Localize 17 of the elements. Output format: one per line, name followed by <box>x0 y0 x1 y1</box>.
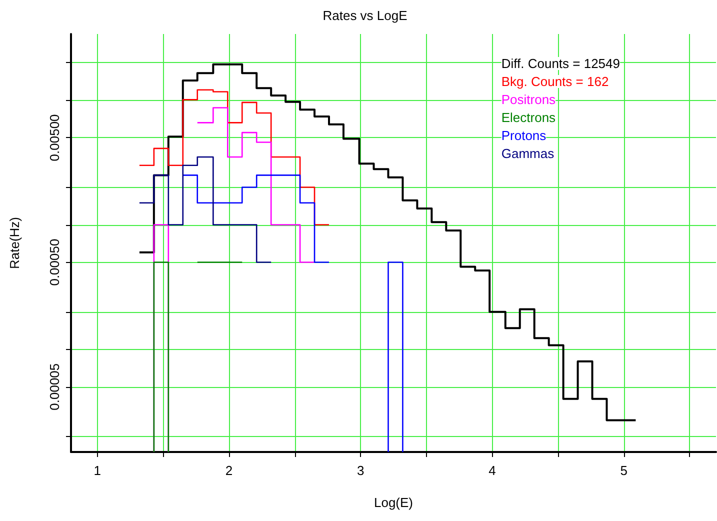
y-axis-title: Rate(Hz) <box>7 216 22 270</box>
text: Diff. Counts = 12549 <box>501 56 620 71</box>
y-tick-label: 0.00005 <box>47 363 62 410</box>
x-tick-label: 5 <box>620 463 628 478</box>
x-axis-title: Log(E) <box>374 495 414 510</box>
text: Bkg. Counts = 162 <box>501 74 609 89</box>
text: Electrons <box>501 110 556 125</box>
text: Gammas <box>501 146 555 161</box>
text: Positrons <box>501 92 556 107</box>
x-tick-label: 3 <box>356 463 364 478</box>
x-tick-label: 4 <box>488 463 496 478</box>
y-tick-label: 0.00050 <box>47 238 62 286</box>
y-tick-label: 0.00500 <box>47 114 62 162</box>
chart-title: Rates vs LogE <box>322 8 408 23</box>
x-tick-label: 1 <box>94 463 101 478</box>
x-tick-label: 2 <box>225 463 233 478</box>
text: Protons <box>501 128 547 143</box>
